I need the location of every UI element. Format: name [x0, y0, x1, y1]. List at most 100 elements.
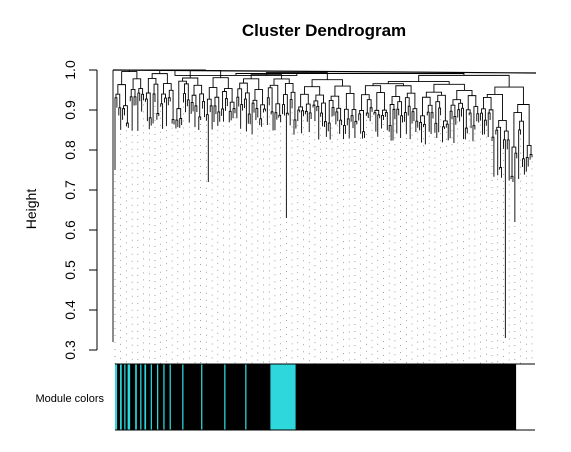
dendrogram-branch: [222, 91, 227, 109]
dendrogram-branch: [377, 114, 381, 137]
dendrogram-branch: [171, 119, 175, 125]
dendrogram-branch: [345, 92, 355, 110]
dendrogram-branch: [145, 92, 151, 118]
dendrogram-branch: [391, 96, 401, 105]
dendrogram-branch: [518, 129, 522, 180]
dendrogram-branch: [251, 102, 255, 135]
dendrogram-branch: [438, 107, 442, 133]
dendrogram-branch: [282, 104, 285, 116]
y-tick-label: 0.7: [62, 180, 78, 200]
dendrogram-branch: [334, 85, 351, 97]
dendrogram-branch: [449, 110, 453, 139]
color-bar-segment: [245, 364, 247, 430]
dendrogram-branch: [198, 116, 202, 131]
dendrogram-branch: [458, 102, 463, 110]
dendrogram-branch: [482, 97, 492, 110]
dendrogram-branch: [269, 84, 279, 104]
dendrogram-branch: [389, 104, 395, 126]
dendrogram-branch: [456, 89, 473, 100]
y-axis: 0.3 0.4 0.5 0.6 0.7 0.8 0.9 1.0: [62, 60, 98, 360]
dendrogram-branch: [138, 88, 144, 95]
dendrogram-branch: [133, 96, 137, 106]
color-bar-background: [115, 364, 517, 430]
dendrogram-branch: [419, 122, 423, 143]
dendrogram-branch: [320, 112, 323, 127]
dendrogram-branch: [189, 70, 222, 79]
dendrogram-branch: [339, 119, 343, 134]
dendrogram-branch: [514, 152, 518, 222]
color-bar-segment: [224, 364, 226, 430]
dendrogram-branch: [403, 112, 407, 135]
dendrogram-branch: [450, 104, 456, 117]
color-bar-segment: [127, 364, 131, 430]
dendrogram-branch: [236, 96, 240, 119]
dendrogram-branch: [205, 114, 209, 182]
dendrogram-branch: [221, 108, 224, 122]
dendrogram-branch: [114, 97, 118, 170]
dendrogram-branch: [293, 119, 297, 135]
dendrogram-branch: [519, 120, 524, 159]
dendrogram-branch: [404, 97, 410, 113]
dendrogram-branch: [388, 125, 392, 141]
dendrogram-branch: [503, 130, 509, 140]
dendrogram-branch: [175, 119, 179, 129]
dendrogram-branch: [304, 110, 308, 122]
color-bar-segment: [157, 364, 159, 430]
dendrogram-branch: [132, 78, 142, 90]
color-bar-segment: [182, 364, 184, 430]
dendrogram-branch: [297, 109, 301, 122]
color-bar-segment: [169, 364, 171, 430]
dendrogram-branch: [487, 112, 491, 137]
dendrogram-branch: [423, 124, 426, 145]
dendrogram-branch: [267, 87, 273, 112]
dendrogram-branch: [125, 122, 129, 128]
y-tick-label: 0.8: [62, 140, 78, 160]
dendrogram-branch: [255, 108, 259, 121]
dendrogram-branch: [147, 78, 157, 93]
dendrogram-branch: [327, 122, 331, 140]
color-bar-segment: [201, 364, 203, 430]
dendrogram-branch: [316, 105, 320, 140]
dendrogram-branch: [179, 118, 183, 128]
color-bar-segment: [120, 364, 122, 430]
dendrogram-branch: [407, 105, 411, 140]
color-bar-segment: [124, 364, 126, 430]
dendrogram-branch: [186, 99, 190, 123]
dendrogram-branch: [156, 113, 160, 120]
dendrogram-branch: [464, 127, 468, 140]
dendrogram-branch: [435, 101, 441, 124]
dendrogram-branch: [283, 94, 288, 114]
dendrogram-branch: [467, 95, 477, 110]
dendrogram-branch: [161, 93, 166, 104]
dendrogram-branch: [141, 93, 145, 112]
dendrogram-branch: [270, 111, 274, 131]
dendrogram-branch: [278, 114, 282, 123]
dendrogram-branch: [358, 113, 362, 134]
dendrogram-branch: [486, 93, 503, 121]
dendrogram-branch: [506, 139, 510, 181]
dendrogram-branch: [331, 107, 335, 117]
dendrogram-branch: [397, 101, 403, 116]
dendrogram-branch: [121, 71, 138, 85]
dendrogram-branch: [369, 107, 373, 122]
dendrogram-branch: [235, 73, 465, 76]
color-bar-segment: [115, 364, 118, 430]
dendrogram-branch: [224, 98, 228, 111]
color-bar-segment: [135, 364, 137, 430]
dendrogram-branch: [384, 112, 388, 131]
dendrogram-branch: [285, 112, 289, 218]
y-tick-label: 0.9: [62, 100, 78, 120]
dendrogram-branch: [457, 109, 461, 122]
y-tick-label: 0.6: [62, 220, 78, 240]
dendrogram-branch: [400, 115, 403, 139]
dendrogram-branch: [239, 82, 248, 93]
dendrogram-branch: [304, 86, 321, 96]
dendrogram-branch: [491, 136, 495, 177]
dendrogram-branch: [301, 110, 304, 134]
dendrogram-branch: [502, 139, 506, 338]
dendrogram-branch: [465, 109, 471, 129]
dendrogram-branch: [376, 92, 385, 111]
dendrogram-branch: [213, 105, 217, 122]
dendrogram-branch: [274, 112, 278, 131]
